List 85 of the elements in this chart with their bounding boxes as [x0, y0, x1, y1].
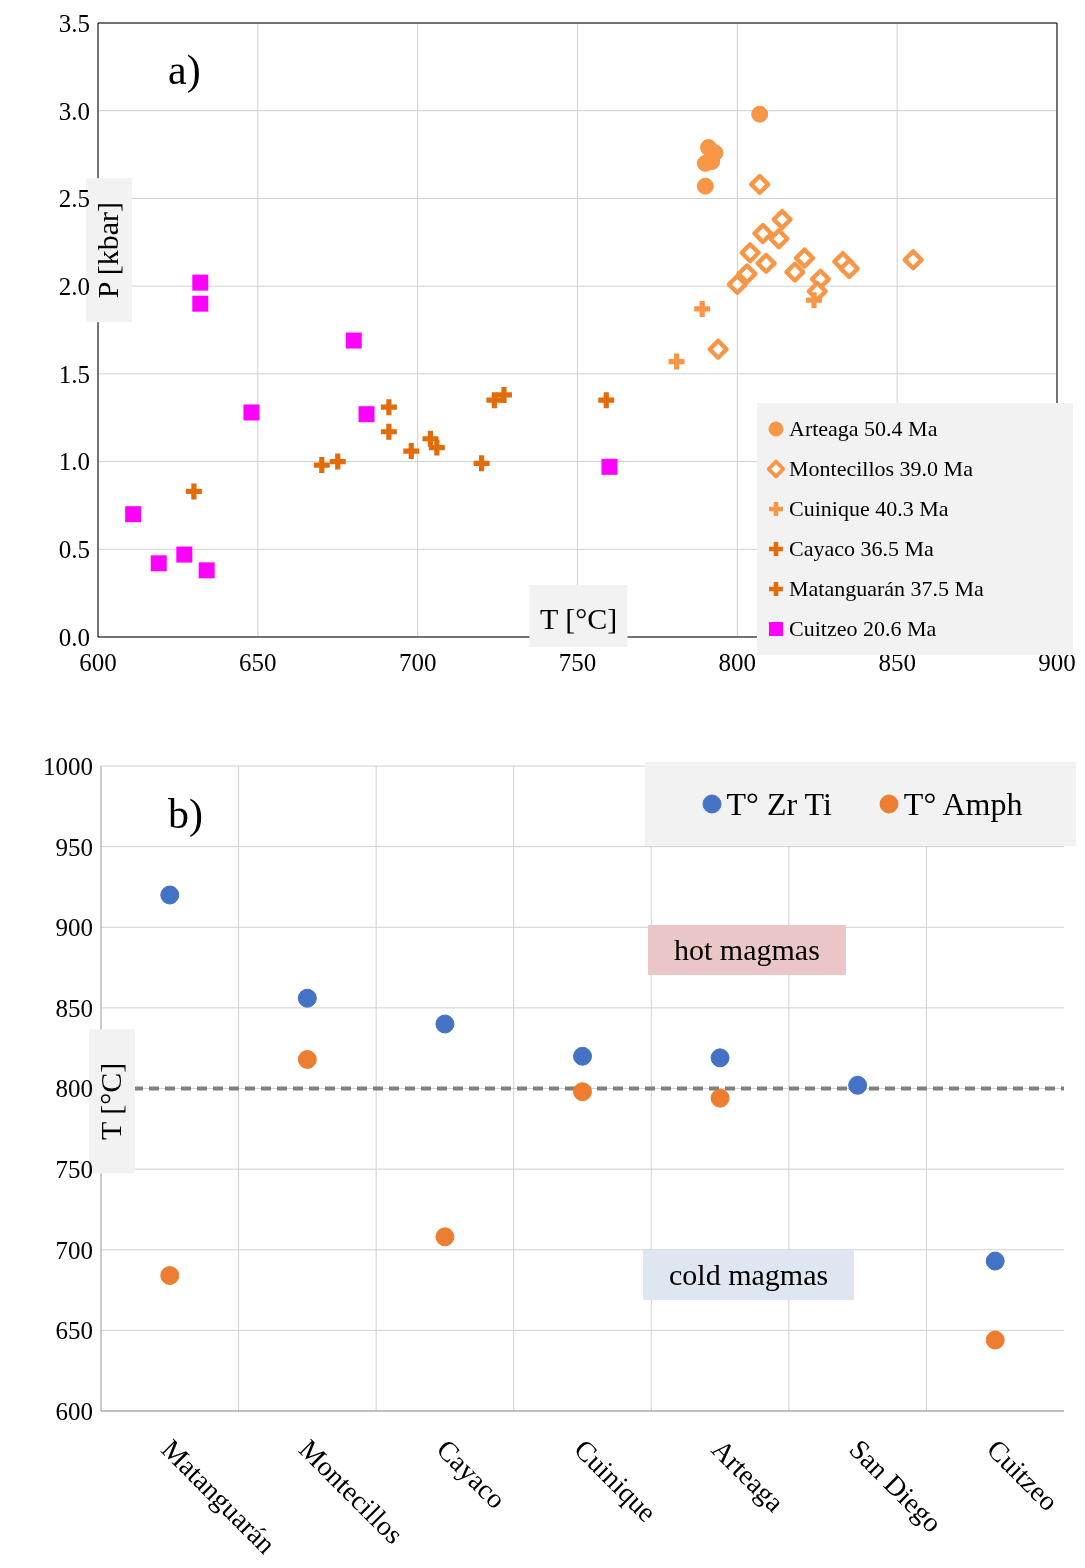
y-tick-label: 3.0 [58, 97, 90, 125]
point [243, 404, 260, 421]
point [751, 105, 769, 123]
point [435, 1014, 455, 1034]
x-tick-label: 650 [239, 648, 277, 676]
x-tick-label: 800 [718, 648, 757, 676]
point [192, 274, 209, 291]
y-tick-label: 1000 [43, 752, 93, 780]
x-tick-label: 700 [398, 648, 437, 676]
y-tick-label: 950 [55, 833, 93, 861]
point [378, 396, 400, 418]
y-tick-label: 800 [55, 1075, 93, 1103]
y-tick-label: 850 [55, 994, 93, 1022]
point [601, 458, 618, 475]
legend-label: Arteaga 50.4 Ma [789, 415, 938, 443]
point [739, 242, 761, 264]
y-tick-label: 650 [55, 1317, 93, 1345]
legend-label: Matanguarán 37.5 Ma [789, 575, 984, 603]
y-tick-label: 700 [55, 1236, 93, 1264]
point [358, 406, 375, 423]
point [707, 338, 729, 360]
point [752, 222, 774, 245]
point [471, 452, 493, 474]
y-tick-label: 2.5 [58, 185, 90, 213]
y-tick-label: 2.0 [58, 273, 90, 301]
text: a) [168, 46, 201, 94]
point [838, 258, 860, 280]
point [573, 1082, 592, 1102]
y-tick-label: 0.0 [58, 623, 90, 651]
annotation: hot magmas [648, 925, 846, 975]
point [150, 555, 167, 572]
point [736, 263, 758, 285]
point [985, 1251, 1005, 1271]
point [400, 440, 422, 462]
point [691, 298, 713, 320]
y-tick-label: 1.5 [58, 360, 90, 388]
point [192, 295, 209, 312]
point [696, 177, 714, 195]
point [435, 1227, 455, 1247]
point [160, 1266, 180, 1286]
point [771, 208, 793, 231]
y-tick-label: 1.0 [58, 448, 90, 476]
text: b) [168, 790, 203, 838]
legend-label: Cuinique 40.3 Ma [789, 495, 949, 523]
point [176, 546, 193, 563]
y-tick-label: 0.5 [58, 536, 90, 564]
point [198, 562, 215, 579]
point [378, 421, 400, 443]
x-tick-label: 600 [79, 648, 117, 676]
point [573, 1046, 592, 1066]
point [803, 289, 825, 311]
point [726, 273, 748, 295]
point [183, 480, 205, 502]
point [768, 228, 790, 250]
point [297, 1049, 317, 1069]
point [160, 885, 180, 905]
x-axis-title: T [°C] [539, 602, 618, 635]
legend-label: Cuitzeo 20.6 Ma [789, 615, 937, 643]
point [345, 332, 362, 349]
legend-label: T° Amph [903, 785, 1023, 824]
point [710, 1088, 730, 1108]
annotation: cold magmas [643, 1250, 855, 1300]
y-tick-label: 900 [55, 914, 93, 942]
legend-label: T° Zr Ti [726, 785, 832, 824]
point [710, 1048, 730, 1068]
point [125, 506, 142, 523]
legend-label: Montecillos 39.0 Ma [789, 455, 973, 483]
point [793, 247, 816, 269]
y-tick-label: 750 [55, 1156, 93, 1183]
x-tick-label: 750 [558, 648, 597, 676]
point [784, 261, 806, 283]
legend-label: Cayaco 36.5 Ma [789, 535, 934, 563]
point [311, 454, 333, 476]
point [595, 389, 617, 411]
point [297, 988, 317, 1008]
point [755, 252, 777, 274]
point [902, 249, 924, 271]
y-axis-title: T [°C] [94, 1062, 127, 1141]
point [749, 173, 771, 195]
y-tick-label: 3.5 [58, 9, 90, 37]
point [985, 1330, 1005, 1350]
point [848, 1075, 868, 1095]
y-axis-title: P [kbar] [91, 202, 124, 299]
point [493, 384, 515, 406]
y-tick-label: 600 [55, 1397, 93, 1425]
